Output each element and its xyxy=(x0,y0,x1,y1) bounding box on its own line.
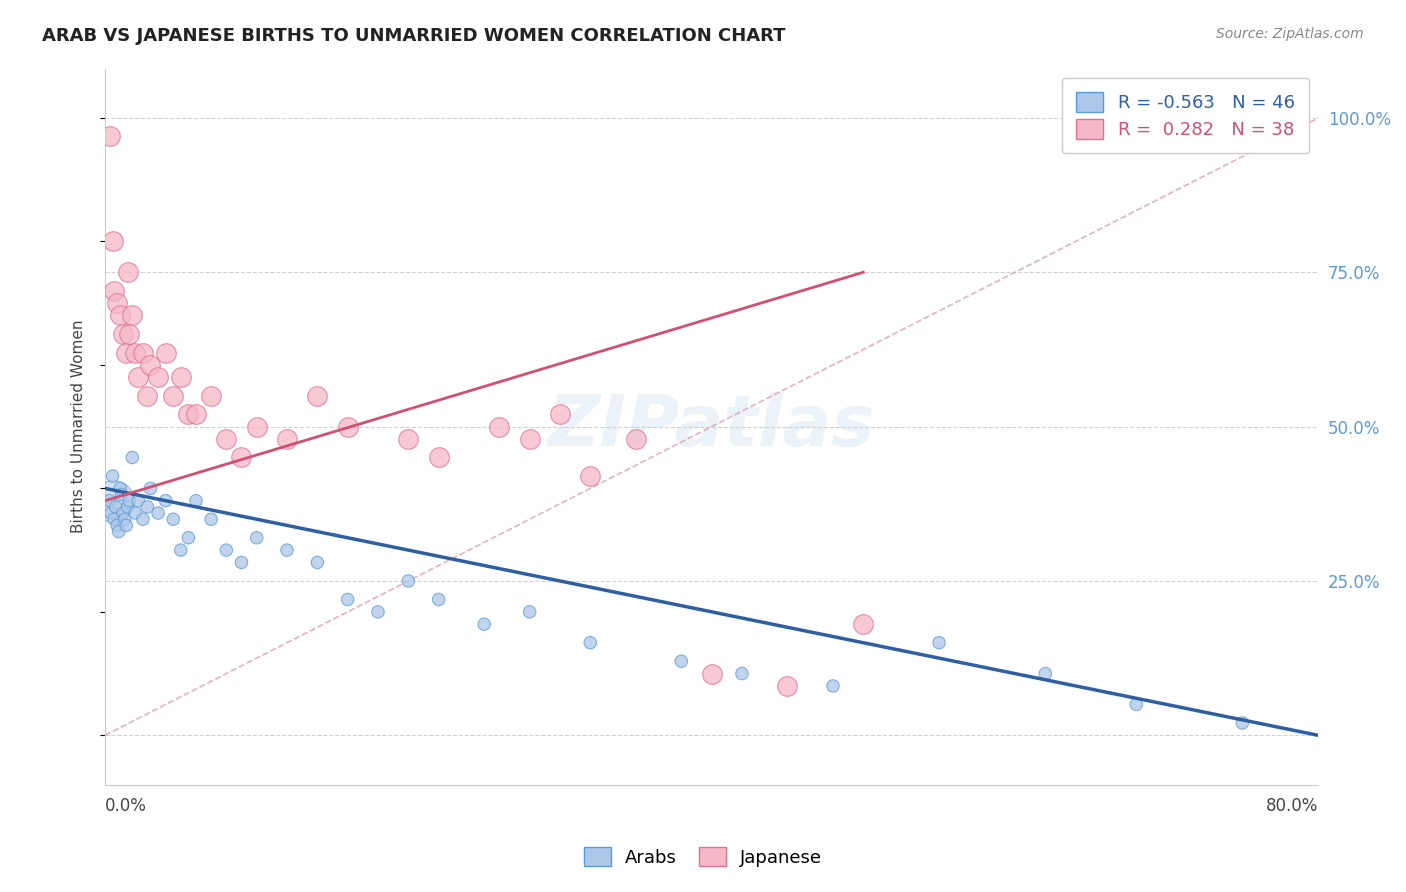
Point xyxy=(231,450,253,465)
Point xyxy=(98,129,121,144)
Point xyxy=(276,543,298,558)
Point xyxy=(184,407,207,421)
Point xyxy=(121,450,143,465)
Point xyxy=(104,500,127,514)
Point xyxy=(105,518,128,533)
Point xyxy=(139,481,162,495)
Point xyxy=(101,235,124,249)
Point xyxy=(427,450,450,465)
Y-axis label: Births to Unmarried Women: Births to Unmarried Women xyxy=(72,320,86,533)
Legend: R = -0.563   N = 46, R =  0.282   N = 38: R = -0.563 N = 46, R = 0.282 N = 38 xyxy=(1062,78,1309,153)
Point xyxy=(488,419,510,434)
Point xyxy=(472,617,495,632)
Text: 80.0%: 80.0% xyxy=(1265,797,1319,815)
Point xyxy=(136,389,159,403)
Point xyxy=(118,493,141,508)
Point xyxy=(101,469,124,483)
Point xyxy=(215,432,238,446)
Point xyxy=(117,265,139,279)
Point xyxy=(132,345,155,359)
Point xyxy=(127,370,149,384)
Text: 0.0%: 0.0% xyxy=(105,797,146,815)
Point xyxy=(579,469,602,483)
Point xyxy=(114,512,136,526)
Point xyxy=(124,506,146,520)
Text: Source: ZipAtlas.com: Source: ZipAtlas.com xyxy=(1216,27,1364,41)
Point xyxy=(132,512,155,526)
Point xyxy=(105,296,128,310)
Point xyxy=(98,493,121,508)
Point xyxy=(108,481,131,495)
Point xyxy=(115,345,138,359)
Point xyxy=(519,432,541,446)
Point xyxy=(124,345,146,359)
Point xyxy=(177,531,200,545)
Point xyxy=(118,326,141,341)
Point xyxy=(548,407,571,421)
Point xyxy=(162,389,184,403)
Point xyxy=(103,284,125,298)
Point xyxy=(246,531,269,545)
Point xyxy=(117,500,139,514)
Point xyxy=(101,493,124,508)
Point xyxy=(519,605,541,619)
Point xyxy=(1232,716,1254,731)
Point xyxy=(107,524,129,539)
Point xyxy=(177,407,200,421)
Point xyxy=(139,358,162,372)
Point xyxy=(170,543,193,558)
Point xyxy=(121,309,143,323)
Point xyxy=(162,512,184,526)
Point xyxy=(367,605,389,619)
Point xyxy=(1033,666,1056,681)
Point xyxy=(231,556,253,570)
Point xyxy=(336,419,359,434)
Point xyxy=(821,679,844,693)
Point xyxy=(155,345,177,359)
Point xyxy=(396,432,419,446)
Point xyxy=(579,636,602,650)
Point xyxy=(1125,698,1147,712)
Point xyxy=(852,617,875,632)
Point xyxy=(307,556,329,570)
Point xyxy=(776,679,799,693)
Point xyxy=(112,506,135,520)
Point xyxy=(184,493,207,508)
Point xyxy=(928,636,950,650)
Legend: Arabs, Japanese: Arabs, Japanese xyxy=(576,840,830,874)
Point xyxy=(700,666,723,681)
Point xyxy=(108,309,131,323)
Point xyxy=(100,506,122,520)
Point xyxy=(215,543,238,558)
Point xyxy=(115,518,138,533)
Text: ARAB VS JAPANESE BIRTHS TO UNMARRIED WOMEN CORRELATION CHART: ARAB VS JAPANESE BIRTHS TO UNMARRIED WOM… xyxy=(42,27,786,45)
Point xyxy=(155,493,177,508)
Point xyxy=(111,487,134,501)
Point xyxy=(307,389,329,403)
Point xyxy=(671,654,693,668)
Point xyxy=(136,500,159,514)
Point xyxy=(112,326,135,341)
Point xyxy=(276,432,298,446)
Point xyxy=(146,370,169,384)
Point xyxy=(200,389,222,403)
Text: ZIPatlas: ZIPatlas xyxy=(548,392,876,461)
Point xyxy=(731,666,754,681)
Point xyxy=(170,370,193,384)
Point xyxy=(427,592,450,607)
Point xyxy=(624,432,647,446)
Point xyxy=(396,574,419,588)
Point xyxy=(200,512,222,526)
Point xyxy=(127,493,149,508)
Point xyxy=(103,512,125,526)
Point xyxy=(146,506,169,520)
Point xyxy=(336,592,359,607)
Point xyxy=(246,419,269,434)
